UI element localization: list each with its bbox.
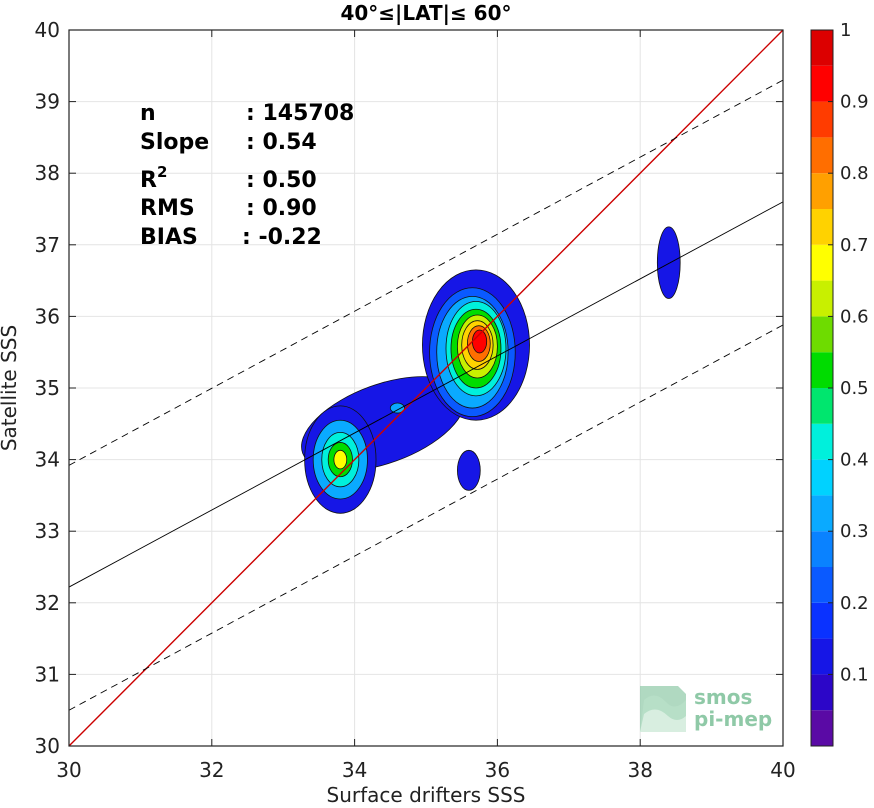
colorbar-segment [811,280,833,317]
x-tick-label: 32 [199,758,224,782]
stat-value: : 145708 [246,101,354,126]
colorbar-segment [811,423,833,460]
colorbar-tick-label: 0.9 [840,92,869,113]
colorbar-tick-label: 0.8 [840,163,869,184]
colorbar-segment [811,567,833,603]
stat-label: Slope [140,130,209,155]
stat-label-superscript: 2 [157,163,167,181]
rms-bound-line [69,324,783,711]
density-contour [457,449,481,491]
smos-pimep-logo: smos pi-mep [640,685,772,732]
x-tick-label: 34 [342,758,367,782]
stat-label: R2 [140,163,167,193]
density-contour [333,449,348,470]
logo-mark-icon [640,686,686,732]
density-contour [656,226,681,299]
stat-label: BIAS [140,225,198,250]
density-contour [389,402,405,414]
colorbar-segment [811,674,833,711]
colorbar-segment [811,352,833,388]
colorbar-tick-label: 0.3 [840,521,869,542]
y-tick-label: 38 [35,161,60,185]
colorbar-tick-label: 0.6 [840,306,869,327]
colorbar-tick-label: 1 [840,20,851,41]
y-tick-label: 31 [35,662,60,686]
x-tick-label: 30 [56,758,81,782]
y-tick-label: 37 [35,233,60,257]
colorbar-tick-label: 0.1 [840,664,869,685]
x-axis-title: Surface drifters SSS [327,783,526,807]
colorbar-tick-label: 0.7 [840,235,869,256]
colorbar-segment [811,137,833,174]
y-tick-label: 34 [35,448,60,472]
y-tick-label: 30 [35,734,60,758]
identity-line [69,30,783,746]
colorbar-segment [811,531,833,567]
colorbar-tick-label: 0.5 [840,378,869,399]
stats-annotation: n : 145708 Slope : 0.54 R2 : 0.50 RMS : 0.90 BIA… [140,101,354,250]
stat-value: : 0.90 [246,196,317,221]
colorbar-segment [811,638,833,675]
axis-ticks: 30 32 34 36 38 40 30 31 32 33 34 35 36 37 38 39 40 [35,18,796,782]
colorbar-segment [811,244,833,281]
colorbar-segment [811,710,833,746]
colorbar-segment [811,173,833,209]
y-tick-label: 32 [35,591,60,615]
colorbar-segment [811,101,833,138]
colorbar-segment [811,602,833,639]
x-tick-label: 36 [485,758,510,782]
fit-lines [69,30,783,746]
colorbar-segment [811,459,833,496]
stat-value: : 0.54 [246,130,317,155]
colorbar-tick-label: 0.2 [840,593,869,614]
colorbar-segment [811,495,833,532]
colorbar-segment [811,316,833,353]
stat-value: : -0.22 [242,225,322,250]
y-tick-label: 36 [35,304,60,328]
stat-label: n [140,101,156,126]
stat-label: RMS [140,196,195,221]
y-tick-label: 39 [35,90,60,114]
rms-bound-line [69,79,783,466]
chart-title: 40°≤|LAT|≤ 60° [340,1,511,25]
stat-value: : 0.50 [246,168,317,193]
colorbar-tick-label: 0.4 [840,450,869,471]
y-tick-label: 40 [35,18,60,42]
x-tick-label: 40 [770,758,795,782]
y-tick-label: 35 [35,376,60,400]
regression-line [69,201,783,588]
colorbar-segment [811,30,833,66]
colorbar-segment [811,65,833,102]
logo-line-1: smos [694,685,752,709]
colorbar-segment [811,209,833,245]
x-tick-label: 38 [627,758,652,782]
y-tick-label: 33 [35,519,60,543]
logo-line-2: pi-mep [694,707,772,731]
colorbar: 1 0.9 0.8 0.7 0.6 0.5 0.4 0.3 0.2 0.1 [810,20,869,747]
colorbar-segment [811,388,833,424]
y-axis-title: Satellite SSS [0,325,21,451]
